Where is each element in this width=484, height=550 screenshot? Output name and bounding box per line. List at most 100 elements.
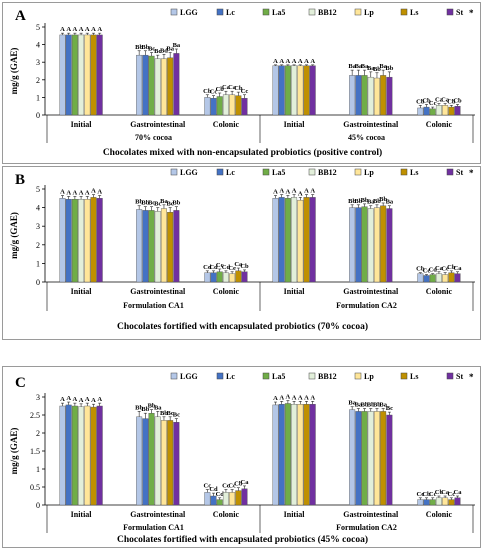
bar	[355, 75, 362, 116]
significance-letter: Ce	[441, 266, 449, 273]
y-axis-label: mg/g (GAE)	[9, 48, 19, 95]
significance-letter: Ba	[173, 42, 181, 49]
bar	[204, 97, 211, 116]
chart-svg-c: C LGG Lc La5 BB12 Lp Ls St * 0 0.5 1 1.5 2 2.5 3 mg/g (G…	[9, 372, 475, 545]
bar	[278, 65, 285, 116]
bar	[291, 197, 298, 283]
significance-letter: A	[310, 188, 315, 195]
significance-letter: A	[97, 396, 102, 403]
panel-title: Chocolates mixed with non-encapsulated p…	[103, 147, 382, 158]
bar	[386, 414, 393, 506]
significance-letter: Cd	[429, 267, 438, 274]
significance-letter: Bb	[385, 65, 393, 72]
category-label: Colonic	[213, 510, 240, 519]
bar	[235, 95, 242, 116]
category-label: Colonic	[426, 287, 453, 296]
legend-swatch	[308, 168, 316, 176]
y-tick-label: 2	[36, 429, 40, 438]
bar	[241, 488, 248, 506]
bar	[297, 199, 304, 283]
significance-letter: Bb	[135, 199, 143, 206]
significance-letter: A	[273, 58, 278, 65]
significance-letter: A	[304, 188, 309, 195]
significance-letter: Ca	[222, 84, 231, 91]
bar	[272, 65, 279, 116]
bar	[136, 416, 143, 506]
significance-letter: Cc	[448, 491, 456, 498]
bar	[216, 271, 223, 283]
significance-letter: A	[73, 396, 78, 403]
significance-letter: Cc	[241, 88, 249, 95]
significance-letter: Ba	[367, 199, 375, 206]
legend-label: LGG	[180, 372, 198, 381]
bar	[59, 405, 66, 506]
significance-letter: Cd	[203, 264, 212, 271]
significance-letter: Cb	[416, 98, 425, 105]
bar	[435, 497, 442, 506]
y-tick-label: 5	[36, 23, 40, 32]
y-tick-label: 3	[36, 393, 40, 402]
y-tick-label: 1.5	[30, 447, 40, 456]
significance-letter: A	[60, 396, 65, 403]
significance-letter: Ca	[435, 97, 444, 104]
group-label: Formulation CA2	[336, 301, 397, 310]
bar	[278, 197, 285, 283]
significance-letter: A	[91, 188, 96, 195]
legend-swatch	[170, 372, 178, 380]
significance-letter: Ca	[454, 489, 463, 496]
bar	[417, 499, 424, 506]
significance-letter: Bc	[148, 200, 155, 207]
bar	[278, 404, 285, 506]
bar	[59, 34, 66, 116]
bar	[435, 105, 442, 116]
category-label: Gastrointestinal	[130, 120, 186, 129]
significance-letter: A	[279, 58, 284, 65]
bar	[65, 199, 72, 283]
legend-swatch	[400, 8, 408, 16]
significance-letter: A	[310, 394, 315, 401]
category-label: Initial	[284, 120, 306, 129]
legend-label: BB12	[318, 372, 337, 381]
significance-letter: A	[298, 394, 303, 401]
bar	[284, 65, 291, 116]
bar	[429, 108, 436, 116]
category-label: Gastrointestinal	[343, 287, 399, 296]
bar	[284, 403, 291, 506]
significance-letter: Ba	[355, 402, 363, 409]
significance-letter: Cc	[222, 483, 230, 490]
legend-label: Lc	[226, 8, 235, 17]
legend-swatch	[308, 8, 316, 16]
bar	[373, 207, 380, 283]
legend-label: Lc	[226, 372, 235, 381]
category-label: Initial	[284, 287, 306, 296]
significance-letter: A	[286, 394, 291, 401]
bar	[229, 492, 236, 506]
bar	[361, 206, 368, 283]
y-tick-label: 2	[36, 76, 40, 85]
significance-letter: Bb	[141, 200, 149, 207]
bar	[216, 96, 223, 116]
bar	[148, 210, 155, 283]
significance-letter: Bb	[172, 200, 180, 207]
significance-letter: Ca	[454, 265, 463, 272]
y-tick-label: 4	[36, 204, 40, 213]
bar	[142, 418, 149, 506]
bar	[71, 405, 78, 506]
panel-letter: C	[15, 375, 26, 391]
significance-letter: Cb	[216, 86, 225, 93]
significance-letter: A	[91, 26, 96, 33]
bar	[272, 198, 279, 283]
bar	[65, 34, 72, 116]
category-label: Gastrointestinal	[130, 287, 186, 296]
bar	[241, 98, 248, 116]
significance-letter: A	[66, 189, 71, 196]
bar	[222, 272, 229, 283]
panel-title: Chocolates fortified with encapsulated p…	[117, 321, 368, 332]
bar	[210, 272, 217, 283]
bar	[291, 404, 298, 506]
significance-letter: Ba	[361, 63, 369, 70]
panel-a: A LGG Lc La5 BB12 Lp Ls St * 0 1 2 3 4 5 mg/g (GAE) A A A A…	[2, 2, 481, 164]
bar	[291, 65, 298, 116]
bar	[71, 34, 78, 116]
bar	[229, 273, 236, 283]
